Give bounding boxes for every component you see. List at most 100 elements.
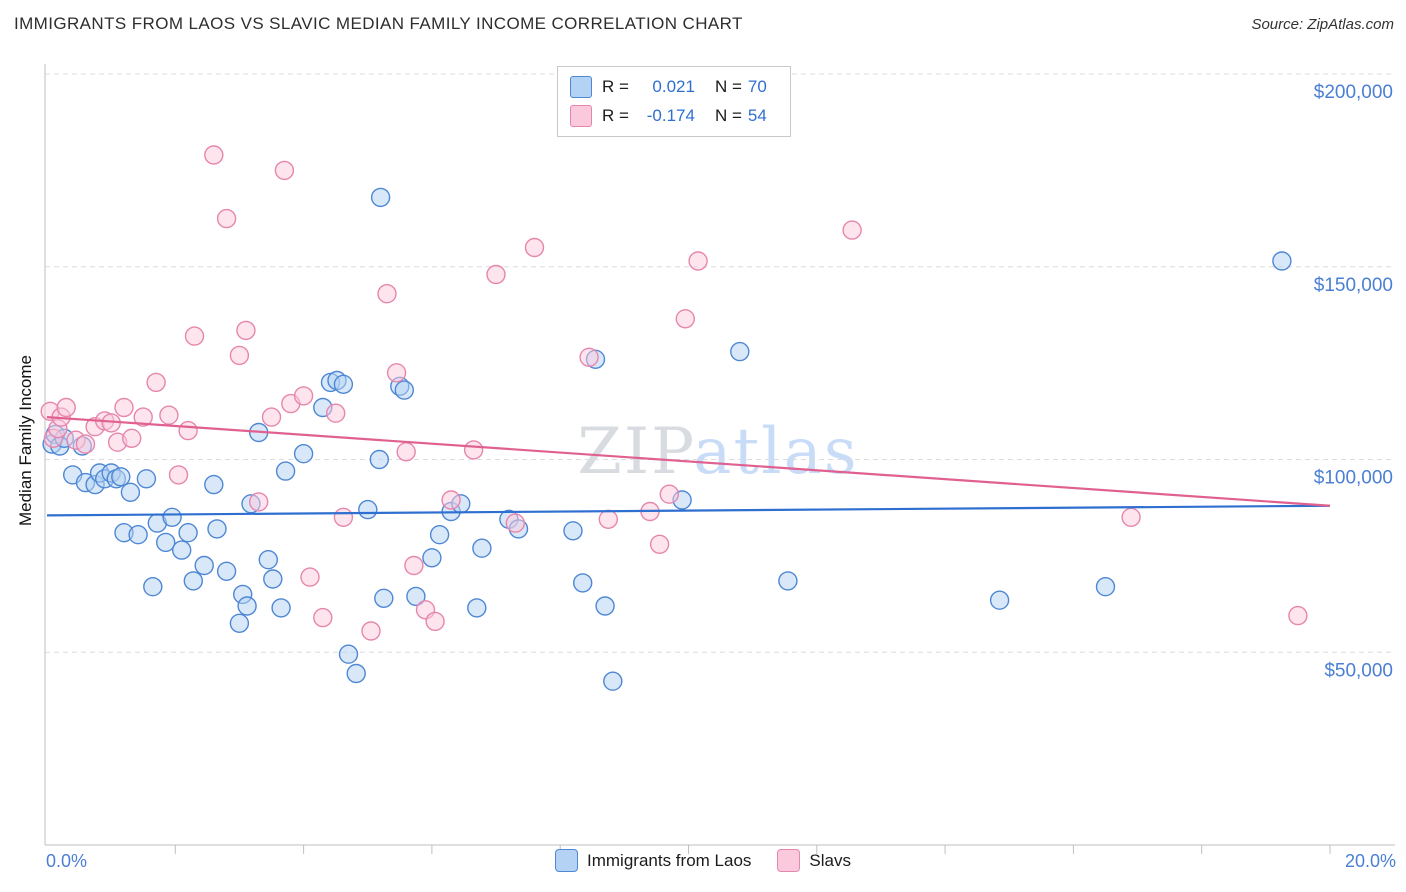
- scatter-point-slavs: [146, 372, 166, 393]
- scatter-point-slavs: [396, 442, 416, 462]
- watermark-atlas: atlas: [693, 415, 859, 489]
- scatter-point-slavs: [293, 386, 314, 406]
- scatter-point-slavs: [598, 509, 618, 529]
- y-tick-label: $200,000: [1314, 82, 1393, 103]
- scatter-point-laos: [120, 482, 141, 502]
- scatter-point-laos: [730, 341, 750, 362]
- scatter-point-laos: [207, 519, 227, 539]
- legend-row-slavs: R = -0.174 N = 54: [570, 105, 776, 127]
- scatter-point-laos: [155, 532, 176, 553]
- scatter-point-slavs: [159, 405, 179, 425]
- y-tick-label: $50,000: [1324, 660, 1393, 681]
- scatter-point-slavs: [486, 264, 506, 285]
- correlation-legend-box: R = 0.021 N = 70 R = -0.174 N = 54: [557, 66, 791, 137]
- slavs-trend-line: [46, 415, 1331, 507]
- scatter-point-slavs: [216, 208, 237, 229]
- scatter-point-slavs: [649, 534, 670, 554]
- scatter-point-laos: [111, 467, 131, 487]
- scatter-point-slavs: [236, 320, 256, 341]
- laos-legend-swatch: [555, 849, 579, 872]
- slavs-legend-swatch: [777, 849, 801, 872]
- scatter-point-laos: [369, 449, 389, 470]
- scatter-point-laos: [467, 598, 487, 618]
- scatter-point-laos: [406, 586, 426, 607]
- scatter-point-slavs: [229, 345, 250, 366]
- scatter-point-slavs: [505, 513, 525, 533]
- scatter-point-laos: [370, 187, 391, 208]
- scatter-point-laos: [338, 644, 359, 664]
- scatter-point-laos: [778, 571, 798, 591]
- scatter-point-laos: [183, 571, 204, 591]
- scatter-point-slavs: [326, 403, 346, 423]
- laos-legend-label: Immigrants from Laos: [587, 850, 752, 870]
- laos-n-value: 70: [747, 77, 767, 96]
- slavs-r-value: -0.174: [646, 106, 695, 125]
- scatter-point-laos: [128, 525, 148, 545]
- scatter-point-laos: [194, 555, 214, 576]
- scatter-point-slavs: [659, 484, 679, 504]
- n-label-laos: N =: [714, 77, 742, 96]
- scatter-point-laos: [358, 499, 378, 520]
- scatter-point-laos: [229, 613, 250, 633]
- scatter-point-slavs: [56, 397, 76, 418]
- scatter-point-laos: [422, 548, 442, 568]
- scatter-point-laos: [573, 573, 593, 593]
- scatter-point-laos: [563, 521, 583, 541]
- slavs-swatch: [570, 105, 592, 127]
- legend-item-slavs: Slavs: [777, 849, 851, 872]
- source-label: Source: ZipAtlas.com: [1251, 16, 1394, 33]
- y-axis-label: Median Family Income: [16, 355, 35, 527]
- scatter-point-laos: [429, 525, 450, 545]
- scatter-point-laos: [136, 469, 157, 489]
- laos-swatch: [570, 76, 592, 98]
- scatter-point-slavs: [386, 363, 407, 383]
- scatter-point-slavs: [333, 507, 354, 527]
- scatter-point-slavs: [178, 420, 198, 441]
- page-title: IMMIGRANTS FROM LAOS VS SLAVIC MEDIAN FA…: [14, 14, 743, 33]
- legend-item-laos: Immigrants from Laos: [555, 849, 751, 872]
- scatter-point-laos: [162, 507, 182, 527]
- scatter-point-slavs: [133, 407, 153, 427]
- r-label-slavs: R =: [602, 106, 629, 125]
- scatter-point-laos: [472, 538, 492, 558]
- x-axis-min-label: 0.0%: [46, 851, 88, 871]
- n-label-slavs: N =: [714, 106, 742, 125]
- scatter-point-laos: [216, 561, 237, 581]
- scatter-point-slavs: [274, 160, 295, 181]
- scatter-point-slavs: [463, 440, 484, 460]
- scatter-point-laos: [171, 540, 192, 560]
- slavs-n-value: 54: [747, 106, 767, 125]
- y-tick-label: $100,000: [1314, 468, 1393, 489]
- watermark: ZIPatlas: [577, 415, 858, 489]
- laos-r-value: 0.021: [652, 77, 695, 96]
- scatter-point-slavs: [261, 407, 282, 427]
- scatter-point-slavs: [404, 555, 424, 576]
- scatter-point-slavs: [184, 326, 205, 346]
- scatter-point-laos: [1272, 251, 1292, 271]
- scatter-point-laos: [1095, 577, 1116, 597]
- legend-row-laos: R = 0.021 N = 70: [570, 76, 776, 98]
- watermark-zip: ZIP: [577, 415, 694, 489]
- scatter-point-laos: [603, 671, 623, 691]
- scatter-point-slavs: [441, 490, 461, 510]
- scatter-point-slavs: [688, 251, 708, 271]
- laos-trend-line: [46, 504, 1331, 517]
- scatter-point-slavs: [300, 567, 320, 587]
- scatter-point-slavs: [425, 611, 445, 632]
- scatter-point-laos: [275, 461, 296, 481]
- scatter-point-slavs: [249, 492, 269, 512]
- scatter-point-laos: [237, 596, 257, 616]
- scatter-point-slavs: [361, 621, 381, 641]
- scatter-point-slavs: [204, 145, 224, 165]
- scatter-point-slavs: [114, 397, 134, 418]
- scatter-point-slavs: [75, 434, 96, 454]
- scatter-point-laos: [293, 444, 314, 464]
- scatter-point-slavs: [579, 347, 599, 367]
- scatter-point-slavs: [121, 428, 142, 448]
- scatter-point-laos: [263, 569, 283, 589]
- scatter-point-laos: [394, 380, 414, 400]
- scatter-point-slavs: [675, 309, 695, 329]
- scatter-point-slavs: [168, 465, 189, 485]
